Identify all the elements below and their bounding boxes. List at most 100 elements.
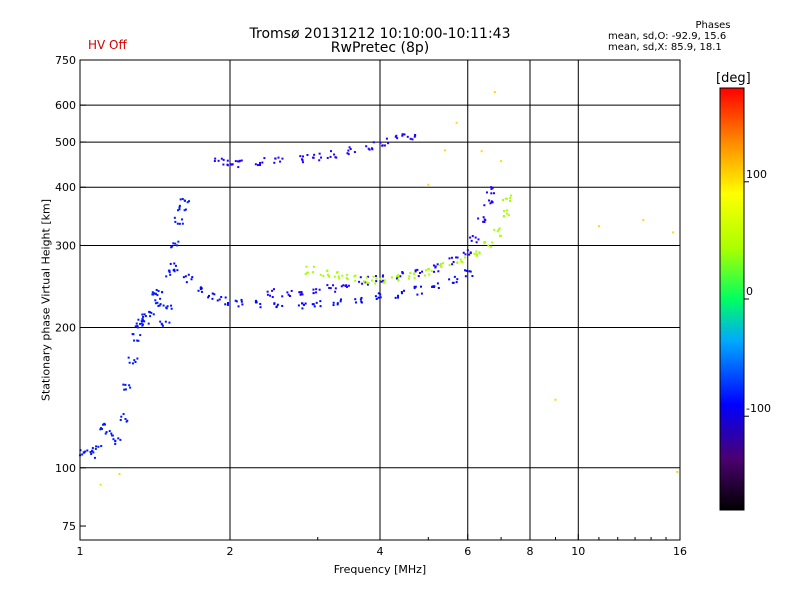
echo-point (259, 306, 262, 309)
echo-point (165, 275, 168, 278)
echo-point (128, 361, 131, 364)
echo-point (469, 236, 472, 239)
echo-point (169, 262, 172, 265)
echo-point (152, 293, 155, 296)
y-tick-label: 500 (55, 136, 76, 149)
echo-point (365, 281, 368, 284)
echo-point (505, 212, 508, 215)
echo-point (161, 323, 164, 326)
echo-point (464, 253, 467, 256)
echo-point (394, 135, 397, 138)
colorbar-gradient (720, 88, 744, 510)
echo-point (478, 251, 481, 254)
echo-point (161, 291, 164, 294)
echo-point (142, 315, 145, 318)
echo-point (110, 432, 113, 435)
echo-point (131, 362, 134, 365)
echo-point (156, 294, 159, 297)
echo-point (287, 293, 290, 296)
echo-point (150, 311, 153, 314)
echo-point (275, 305, 278, 308)
echo-point (235, 300, 238, 303)
echo-point (336, 271, 339, 274)
echo-point (216, 299, 219, 302)
echo-point (451, 263, 454, 266)
echo-point (414, 269, 417, 272)
echo-point (226, 159, 229, 162)
echo-point (226, 163, 229, 166)
y-tick-label: 300 (55, 239, 76, 252)
echo-point (259, 163, 262, 166)
echo-point (375, 280, 378, 283)
echo-point (183, 209, 186, 212)
echo-point (365, 276, 368, 279)
echo-point (466, 249, 469, 252)
echo-point (416, 293, 419, 296)
echo-point (139, 334, 142, 337)
echo-point (197, 289, 200, 292)
echo-point (273, 302, 276, 305)
echo-point (156, 301, 159, 304)
echo-point (399, 275, 402, 278)
echo-point (181, 197, 184, 200)
echo-point (158, 304, 161, 307)
echo-point (425, 269, 428, 272)
echo-point (100, 445, 103, 448)
echo-point (502, 215, 505, 218)
echo-point (217, 159, 220, 162)
echo-point (208, 294, 211, 297)
echo-point (480, 150, 483, 153)
echo-point (437, 286, 440, 289)
echo-point (218, 298, 221, 301)
echo-point (491, 241, 494, 244)
echo-point (306, 271, 309, 274)
echo-point (475, 253, 478, 256)
echo-point (500, 160, 503, 163)
echo-point (361, 282, 364, 285)
echo-point (413, 135, 416, 138)
echo-point (365, 145, 368, 148)
echo-point (332, 304, 335, 307)
echo-point (430, 270, 433, 273)
phases-info: Phases mean, sd,O: -92.9, 15.6 mean, sd,… (600, 20, 790, 53)
echo-point (475, 241, 478, 244)
echo-point (379, 141, 382, 144)
echo-point (439, 264, 442, 267)
echo-point (105, 431, 108, 434)
echo-point (498, 227, 501, 230)
echo-point (171, 245, 174, 248)
echo-point (240, 300, 243, 303)
echo-point (491, 186, 494, 189)
echo-point (137, 339, 140, 342)
echo-point (492, 192, 495, 195)
echo-point (240, 298, 243, 301)
echo-point (493, 228, 496, 231)
chart-title: Tromsø 20131212 10:10:00-10:11:43 (249, 26, 511, 42)
echo-point (166, 305, 169, 308)
echo-point (326, 284, 329, 287)
echo-point (170, 304, 173, 307)
echo-point (358, 280, 361, 283)
echo-point (503, 210, 506, 213)
echo-point (359, 276, 362, 279)
echo-point (136, 339, 139, 342)
echo-point (344, 284, 347, 287)
echo-point (413, 272, 416, 275)
echo-point (304, 302, 307, 305)
echo-point (470, 239, 473, 242)
echo-point (274, 157, 277, 160)
echo-point (128, 384, 131, 387)
echo-point (483, 221, 486, 224)
echo-point (176, 222, 179, 225)
echo-point (148, 311, 151, 314)
echo-point (306, 154, 309, 157)
echo-point (118, 472, 121, 475)
echo-point (137, 318, 140, 321)
echo-point (372, 275, 375, 278)
echo-point (92, 451, 95, 454)
echo-point (174, 242, 177, 245)
echo-point (322, 274, 325, 277)
echo-point (141, 313, 144, 316)
echo-point (226, 303, 229, 306)
echo-point (340, 298, 343, 301)
